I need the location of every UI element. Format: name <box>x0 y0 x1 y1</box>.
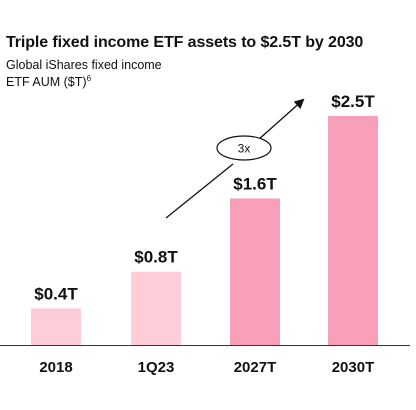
x-tick-2027t: 2027T <box>234 359 277 376</box>
growth-arrow-upper <box>257 98 305 141</box>
bar-2027t <box>230 198 280 345</box>
bar-labels-group: $0.4T $0.8T $1.6T $2.5T <box>34 92 375 303</box>
growth-arrow-lower <box>165 163 234 219</box>
data-label-2018: $0.4T <box>34 284 78 303</box>
bar-2030t <box>328 116 378 345</box>
growth-annotation: 3x <box>165 98 305 219</box>
chart-title: Triple fixed income ETF assets to $2.5T … <box>6 34 364 51</box>
x-tick-1q23: 1Q23 <box>138 359 175 376</box>
data-label-2027t: $1.6T <box>233 174 277 193</box>
growth-callout-ellipse <box>216 135 272 161</box>
data-label-2030t: $2.5T <box>331 92 375 111</box>
bar-1q23 <box>131 271 181 345</box>
x-tick-2030t: 2030T <box>332 359 375 376</box>
subtitle-line-2: ETF AUM ($T)6 <box>6 74 162 91</box>
chart-subtitle: Global iShares fixed income ETF AUM ($T)… <box>6 57 162 91</box>
subtitle-footnote: 6 <box>86 73 92 83</box>
growth-callout-text: 3x <box>238 142 251 156</box>
bars-group <box>31 116 378 345</box>
data-label-1q23: $0.8T <box>134 248 178 267</box>
x-tick-labels-group: 2018 1Q23 2027T 2030T <box>39 359 374 376</box>
x-tick-2018: 2018 <box>39 359 72 376</box>
subtitle-line-1: Global iShares fixed income <box>6 58 162 72</box>
bar-2018 <box>31 308 81 345</box>
subtitle-line-2-text: ETF AUM ($T) <box>6 75 87 89</box>
